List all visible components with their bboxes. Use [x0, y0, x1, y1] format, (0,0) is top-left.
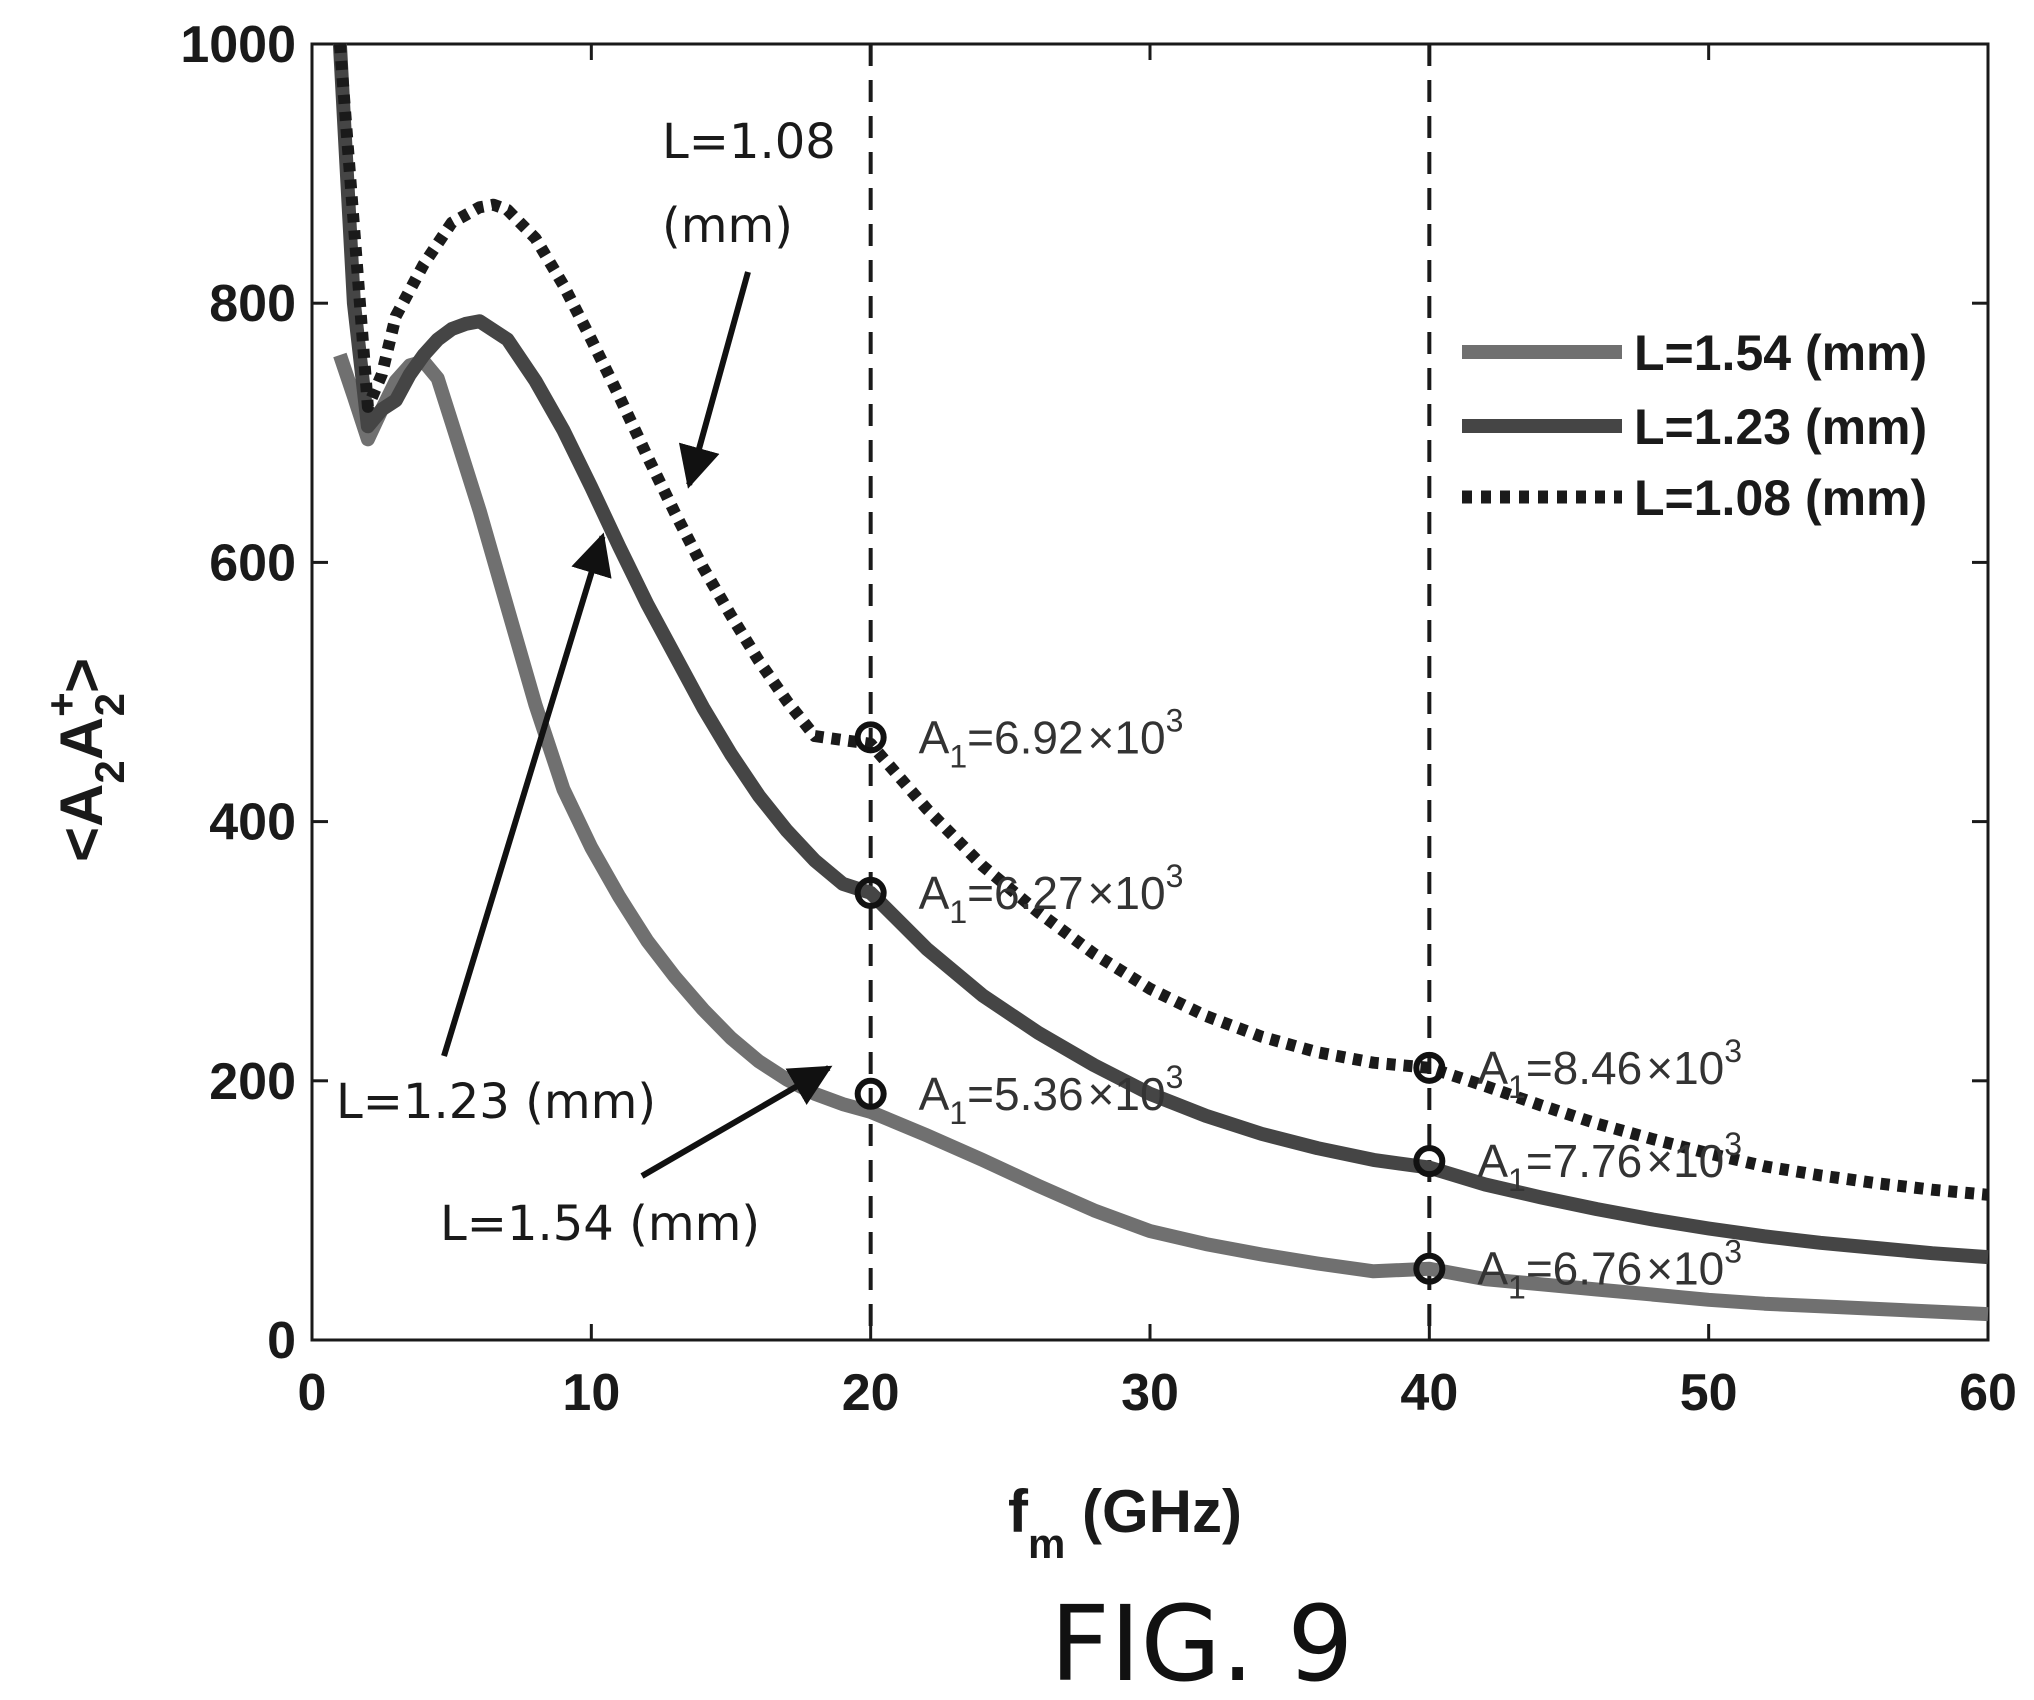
- marker-labels: A1=6.92×103 A1=6.27×103 A1=5.36×103 A1=8.46…: [919, 702, 1742, 1305]
- figure-caption: FIG. 9: [1050, 1583, 1353, 1700]
- legend-label-l108: L=1.08 (mm): [1634, 470, 1927, 526]
- marker-label-1: A1=6.27×103: [919, 858, 1184, 930]
- marker-label-0: A1=6.92×103: [919, 702, 1184, 774]
- series-l-1-08-mm: [333, 43, 1989, 1201]
- x-tick-label-0: 0: [298, 1364, 327, 1422]
- annotation-arrow-1: [441, 532, 612, 1057]
- legend-label-l123: L=1.23 (mm): [1634, 399, 1927, 455]
- x-tick-label-30: 30: [1121, 1364, 1179, 1422]
- annotation-2-line-0: L=1.54 (mm): [440, 1196, 760, 1252]
- marker-0: [854, 721, 887, 754]
- y-tick-label-600: 600: [209, 534, 296, 592]
- marker-label-5: A1=6.76×103: [1477, 1234, 1742, 1306]
- marker-label-4: A1=7.76×103: [1477, 1126, 1742, 1198]
- marker-label-2: A1=5.36×103: [919, 1059, 1184, 1131]
- marker-layer: [854, 721, 1446, 1285]
- series-l-1-23-mm: [332, 43, 1989, 1265]
- y-tick-label-0: 0: [267, 1312, 296, 1370]
- x-axis-label-sub: m: [1028, 1520, 1065, 1567]
- y-tick-label-200: 200: [209, 1053, 296, 1111]
- marker-2: [854, 1077, 887, 1110]
- marker-1: [854, 876, 887, 909]
- y-tick-labels: 0 200 400 600 800 1000: [180, 16, 296, 1370]
- x-tick-label-40: 40: [1400, 1364, 1458, 1422]
- reference-lines: [868, 44, 1432, 1340]
- x-tick-labels: 0 10 20 30 40 50 60: [298, 1364, 2017, 1422]
- marker-3: [1413, 1051, 1446, 1084]
- legend: L=1.54 (mm) L=1.23 (mm) L=1.08 (mm): [1462, 325, 1927, 526]
- x-tick-label-20: 20: [842, 1364, 900, 1422]
- annotation-1-line-0: L=1.23 (mm): [336, 1074, 656, 1130]
- x-axis-label: fm (GHz): [1008, 1478, 1242, 1567]
- legend-label-l154: L=1.54 (mm): [1634, 325, 1927, 381]
- annotation-arrow-2: [640, 1065, 833, 1179]
- y-tick-label-400: 400: [209, 794, 296, 852]
- y-axis-label: <A2A+2>: [38, 658, 133, 862]
- y-tick-label-800: 800: [209, 275, 296, 333]
- marker-label-3: A1=8.46×103: [1477, 1033, 1742, 1105]
- marker-4: [1413, 1145, 1446, 1178]
- y-tick-label-1000: 1000: [180, 16, 296, 74]
- annotation-arrow-0: [678, 271, 751, 489]
- marker-5: [1413, 1252, 1446, 1285]
- annotations: L=1.08 (mm) L=1.23 (mm) L=1.54 (mm): [336, 114, 836, 1252]
- annotation-0-line-0: L=1.08: [662, 114, 836, 170]
- x-tick-label-50: 50: [1680, 1364, 1738, 1422]
- annotation-0-line-1: (mm): [662, 198, 793, 254]
- x-tick-label-10: 10: [562, 1364, 620, 1422]
- x-tick-label-60: 60: [1959, 1364, 2017, 1422]
